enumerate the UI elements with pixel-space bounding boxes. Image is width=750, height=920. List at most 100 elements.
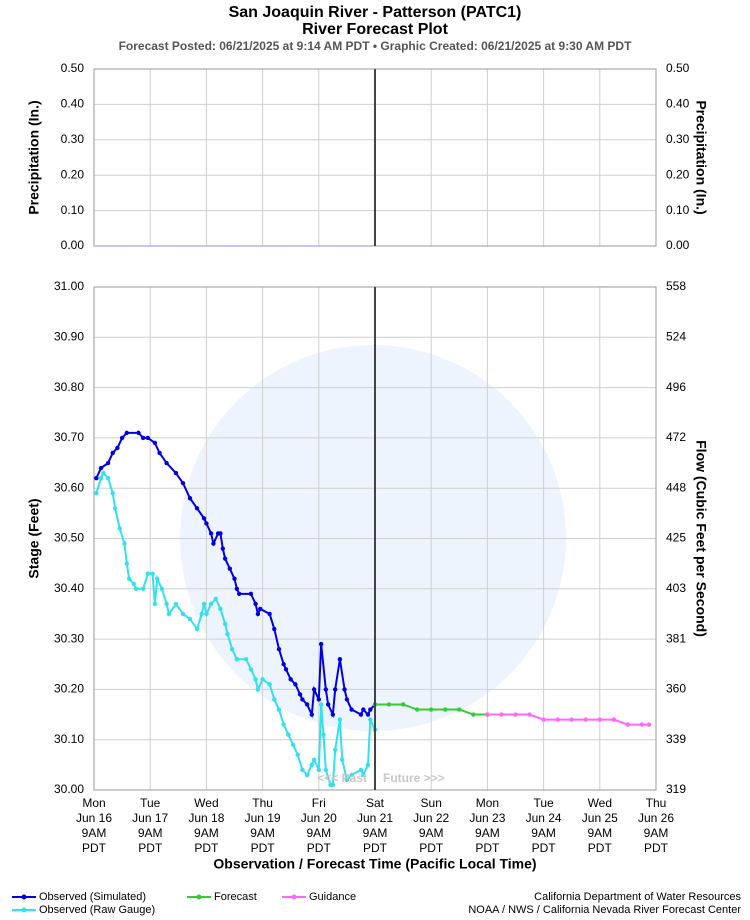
data-point xyxy=(112,506,118,511)
data-point xyxy=(365,712,371,717)
x-tick-label: Mon xyxy=(476,796,499,810)
data-point xyxy=(527,712,532,717)
data-point xyxy=(105,460,111,466)
data-point xyxy=(110,491,115,496)
data-point xyxy=(325,702,331,707)
data-point xyxy=(157,450,162,456)
data-point xyxy=(136,430,141,436)
y2-tick-label: 0.50 xyxy=(666,61,690,75)
data-point xyxy=(258,606,263,612)
data-point xyxy=(117,526,122,531)
data-point xyxy=(386,702,392,707)
data-point xyxy=(365,762,371,768)
data-point xyxy=(344,777,350,783)
data-point xyxy=(414,707,420,712)
data-point xyxy=(471,712,476,717)
y2-tick-label: 448 xyxy=(666,480,686,494)
data-point xyxy=(597,717,602,722)
y-tick-label: 30.10 xyxy=(54,732,84,746)
legend-label: Guidance xyxy=(309,891,356,903)
data-point xyxy=(337,657,343,662)
data-point xyxy=(332,747,338,752)
x-tick-label: PDT xyxy=(363,841,388,855)
x-tick-label: Wed xyxy=(588,796,612,810)
data-point xyxy=(358,767,364,773)
x-tick-label: PDT xyxy=(532,841,557,855)
data-point xyxy=(316,767,321,773)
data-point xyxy=(300,697,305,702)
credit: California Department of Water Resources xyxy=(534,891,741,903)
data-point xyxy=(115,445,120,451)
data-point xyxy=(255,687,261,692)
data-point xyxy=(180,480,186,486)
data-point xyxy=(611,717,617,722)
x-tick-label: 9AM xyxy=(194,826,219,840)
legend-marker xyxy=(21,907,27,913)
data-point xyxy=(208,601,214,607)
data-point xyxy=(337,717,343,722)
data-point xyxy=(119,435,125,441)
data-point xyxy=(234,657,240,662)
x-tick-label: Sat xyxy=(366,796,385,810)
data-point xyxy=(293,682,298,687)
y-tick-label: 30.30 xyxy=(54,631,84,645)
y2-tick-label: 0.20 xyxy=(666,167,690,181)
y-tick-label: 30.70 xyxy=(54,430,84,444)
chart-title: San Joaquin River - Patterson (PATC1) xyxy=(229,4,522,21)
y2-tick-label: 381 xyxy=(666,631,686,645)
y2-tick-label: 425 xyxy=(666,531,686,545)
data-point xyxy=(222,556,228,561)
y2-axis-label: Precipitation (In.) xyxy=(693,100,709,214)
data-point xyxy=(323,767,329,773)
data-point xyxy=(94,475,99,481)
x-tick-label: Jun 24 xyxy=(526,811,562,825)
data-point xyxy=(232,576,237,581)
y2-tick-label: 0.40 xyxy=(666,97,690,111)
x-tick-label: PDT xyxy=(644,841,669,855)
x-tick-label: PDT xyxy=(194,841,219,855)
chart-title: River Forecast Plot xyxy=(302,21,449,38)
y-axis-label: Stage (Feet) xyxy=(26,498,42,578)
x-tick-label: Fri xyxy=(312,796,326,810)
data-point xyxy=(218,531,223,536)
data-point xyxy=(187,496,193,501)
y-tick-label: 31.00 xyxy=(54,279,84,293)
x-tick-label: 9AM xyxy=(82,826,107,840)
x-tick-label: Jun 20 xyxy=(301,811,337,825)
x-tick-label: 9AM xyxy=(531,826,556,840)
data-point xyxy=(98,465,104,471)
x-tick-label: Jun 17 xyxy=(132,811,168,825)
data-point xyxy=(342,687,347,692)
data-point xyxy=(304,772,310,778)
data-point xyxy=(255,611,261,617)
x-tick-label: Jun 22 xyxy=(413,811,449,825)
x-tick-label: 9AM xyxy=(306,826,331,840)
y-tick-label: 30.60 xyxy=(54,480,84,494)
y2-tick-label: 524 xyxy=(666,329,686,343)
y2-tick-label: 0.10 xyxy=(666,203,690,217)
y2-axis-label: Flow (Cubic Feet per Second) xyxy=(693,440,709,637)
y2-tick-label: 360 xyxy=(666,682,686,696)
data-point xyxy=(213,596,218,602)
x-tick-label: 9AM xyxy=(138,826,163,840)
y-tick-label: 0.20 xyxy=(61,167,85,181)
data-point xyxy=(349,772,354,778)
x-tick-label: Jun 25 xyxy=(582,811,618,825)
data-point xyxy=(281,722,286,727)
data-point xyxy=(288,677,293,682)
data-point xyxy=(173,470,179,476)
y2-tick-label: 558 xyxy=(666,279,686,293)
data-point xyxy=(304,702,310,707)
credit: NOAA / NWS / California Nevada River For… xyxy=(468,904,741,916)
data-point xyxy=(276,646,282,652)
data-point xyxy=(290,742,296,747)
y2-tick-label: 496 xyxy=(666,380,686,394)
data-point xyxy=(204,611,209,617)
legend-label: Observed (Simulated) xyxy=(39,891,146,903)
y-tick-label: 30.40 xyxy=(54,581,84,595)
data-point xyxy=(201,516,207,521)
data-point xyxy=(295,752,300,757)
data-point xyxy=(555,717,560,722)
data-point xyxy=(122,541,127,546)
y-tick-label: 0.50 xyxy=(61,61,85,75)
